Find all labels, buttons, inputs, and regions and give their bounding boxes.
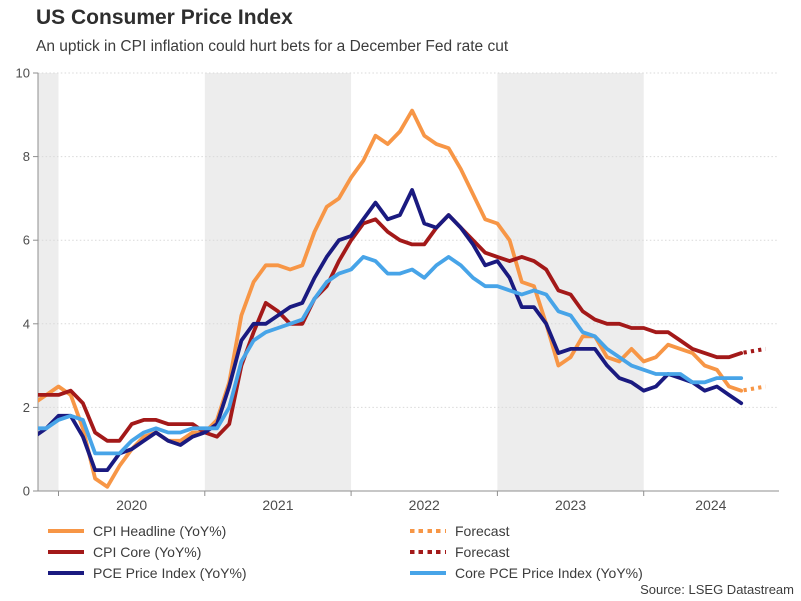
legend: CPI Headline (YoY%) CPI Core (YoY%) PCE … bbox=[48, 520, 643, 583]
legend-label-forecast-core: Forecast bbox=[455, 543, 510, 560]
x-tick-label-2020: 2020 bbox=[116, 497, 147, 513]
year-band-2023 bbox=[497, 73, 644, 491]
legend-item-forecast-core: Forecast bbox=[410, 541, 643, 562]
y-tick-label-8: 8 bbox=[23, 149, 30, 164]
series-line-cpi-core-yoy bbox=[38, 213, 744, 443]
legend-label-cpi-headline: CPI Headline (YoY%) bbox=[93, 522, 227, 539]
x-tick-label-2021: 2021 bbox=[262, 497, 293, 513]
legend-item-pce: PCE Price Index (YoY%) bbox=[48, 562, 410, 583]
x-tick-label-2024: 2024 bbox=[695, 497, 726, 513]
legend-label-pce: PCE Price Index (YoY%) bbox=[93, 564, 247, 581]
legend-item-cpi-headline: CPI Headline (YoY%) bbox=[48, 520, 410, 541]
legend-label-core-pce: Core PCE Price Index (YoY%) bbox=[455, 564, 643, 581]
page-title: US Consumer Price Index bbox=[36, 6, 293, 29]
page-subtitle: An uptick in CPI inflation could hurt be… bbox=[36, 38, 509, 55]
legend-label-forecast-headline: Forecast bbox=[455, 522, 510, 539]
y-tick-label-2: 2 bbox=[23, 400, 30, 415]
source-attribution: Source: LSEG Datastream bbox=[640, 582, 794, 597]
legend-item-cpi-core: CPI Core (YoY%) bbox=[48, 541, 410, 562]
legend-item-core-pce: Core PCE Price Index (YoY%) bbox=[410, 562, 643, 583]
forecast-line-cpi-core-yoy bbox=[740, 346, 766, 356]
legend-swatch-forecast-headline bbox=[410, 528, 446, 533]
legend-swatch-core-pce bbox=[410, 570, 446, 575]
y-tick-label-10: 10 bbox=[16, 66, 30, 81]
legend-swatch-cpi-headline bbox=[48, 528, 84, 533]
forecast-line-cpi-headline-yoy bbox=[740, 384, 766, 393]
legend-swatch-pce bbox=[48, 570, 84, 575]
legend-label-cpi-core: CPI Core (YoY%) bbox=[93, 543, 202, 560]
x-tick-label-2023: 2023 bbox=[555, 497, 586, 513]
legend-swatch-cpi-core bbox=[48, 549, 84, 554]
series-line-core-pce-price-index-yoy bbox=[38, 254, 744, 456]
y-tick-label-4: 4 bbox=[23, 316, 30, 331]
legend-item-forecast-headline: Forecast bbox=[410, 520, 643, 541]
legend-column-right: Forecast Forecast Core PCE Price Index (… bbox=[410, 520, 643, 583]
y-tick-label-6: 6 bbox=[23, 233, 30, 248]
legend-column-left: CPI Headline (YoY%) CPI Core (YoY%) PCE … bbox=[48, 520, 410, 583]
y-tick-label-0: 0 bbox=[23, 484, 30, 499]
series-line-pce-price-index-yoy bbox=[38, 188, 744, 472]
plot-area bbox=[38, 108, 766, 489]
legend-swatch-forecast-core bbox=[410, 549, 446, 554]
x-tick-label-2022: 2022 bbox=[409, 497, 440, 513]
year-band-2019 bbox=[38, 73, 59, 491]
